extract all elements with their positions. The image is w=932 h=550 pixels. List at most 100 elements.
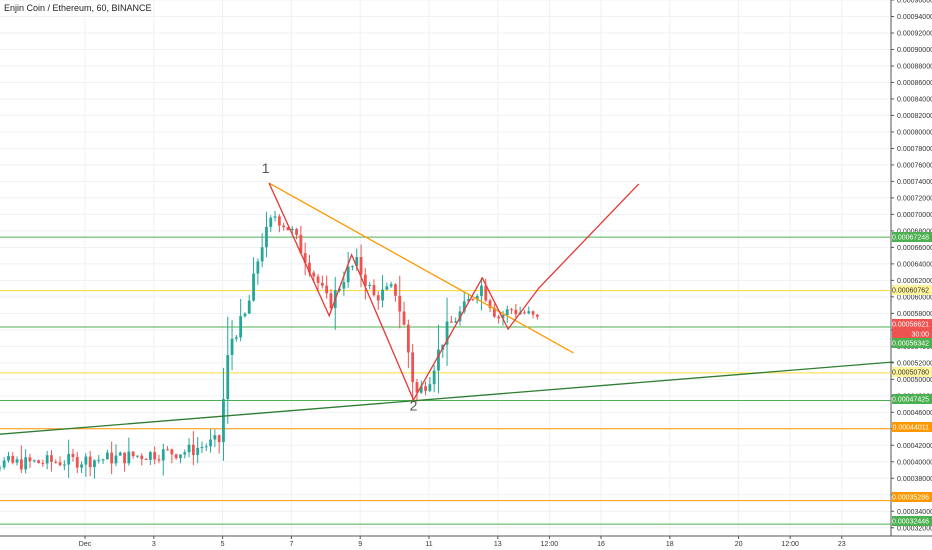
candle-body (170, 449, 174, 455)
price-tick-label: 0.00032000 (897, 525, 932, 532)
candle-body (123, 452, 126, 464)
price-tag-label: 0.00050780 (892, 370, 929, 377)
price-tick-label: 0.00042000 (897, 443, 932, 450)
candle-body (342, 282, 346, 289)
candle-body (299, 234, 303, 254)
candle-body (480, 285, 483, 297)
candle-body (389, 284, 393, 287)
price-tag (892, 367, 932, 377)
candle-body (325, 285, 329, 294)
price-tag (892, 232, 932, 242)
price-tick-label: 0.00092000 (897, 30, 932, 37)
candle-body (394, 284, 397, 296)
candle-body (376, 295, 380, 301)
candle-body (24, 457, 28, 470)
candle-body (467, 299, 470, 302)
candle-body (67, 453, 71, 465)
candle-body (531, 311, 535, 315)
candle-body (368, 285, 372, 287)
candle-body (265, 226, 268, 248)
candle-body (437, 349, 440, 371)
candle-body (471, 299, 475, 301)
candle-body (54, 461, 58, 463)
time-tick-label: 18 (666, 541, 674, 548)
candle-body (166, 449, 169, 451)
candle-body (402, 311, 406, 325)
pattern-drawing[interactable] (268, 182, 640, 402)
price-tick-label: 0.00080000 (897, 129, 932, 136)
time-tick-label: 20 (735, 541, 743, 548)
candle-body (75, 457, 79, 468)
candle-body (97, 459, 101, 461)
price-tag-label: 0.00044011 (893, 425, 930, 432)
candle-body (148, 452, 152, 460)
candle-body (84, 456, 88, 465)
candle-body (449, 321, 453, 323)
price-tag-label: 0.00060762 (892, 288, 929, 295)
price-tick-label: 0.00086000 (897, 80, 932, 87)
candle-body (114, 455, 118, 464)
candle-body (303, 253, 307, 263)
candle-body (183, 452, 187, 455)
candle-body (28, 457, 32, 462)
price-tick-label: 0.00074000 (897, 179, 932, 186)
candle-body (19, 459, 23, 470)
price-tick-label: 0.00062000 (897, 278, 932, 285)
price-tick-label: 0.00084000 (897, 96, 932, 103)
candle-body (131, 451, 135, 457)
price-tick-label: 0.00040000 (897, 459, 932, 466)
candle-body (243, 313, 247, 317)
price-tag-label: 0.00035286 (892, 495, 929, 502)
candle-body (316, 276, 320, 283)
time-tick-label: 12:00 (781, 541, 799, 548)
price-tick-label: 0.00038000 (897, 476, 932, 483)
price-tag-label: 0.00056621 (892, 322, 929, 329)
candle-body (0, 467, 2, 469)
price-tag-label: 0.00056342 (892, 341, 929, 348)
time-tick-label: 7 (289, 541, 293, 548)
chart-title: Enjin Coin / Ethereum, 60, BINANCE (4, 3, 152, 13)
price-tick-label: 0.00034000 (897, 509, 932, 516)
candle-body (179, 454, 182, 459)
candle-body (161, 449, 165, 461)
candle-body (226, 354, 230, 400)
price-tag (892, 285, 932, 295)
candle-body (527, 311, 531, 314)
trend-line[interactable] (268, 182, 574, 354)
trend-line[interactable] (0, 361, 894, 437)
candle-body (7, 455, 10, 461)
candle-body (15, 459, 19, 463)
candle-body (535, 314, 539, 317)
candle-body (37, 460, 40, 464)
candle-body (269, 217, 273, 227)
price-tick-label: 0.00070000 (897, 212, 932, 219)
candle-body (118, 452, 122, 456)
candle-body (462, 301, 466, 312)
candle-body (93, 460, 96, 468)
candle-body (398, 295, 402, 312)
candle-body (217, 435, 221, 443)
candle-body (355, 257, 359, 267)
candle-body (127, 451, 131, 464)
wave-marker-label: 1 (262, 160, 270, 176)
candle-body (492, 307, 496, 317)
wave-marker-label: 2 (410, 398, 418, 414)
candle-body (187, 444, 191, 453)
candle-body (200, 447, 204, 449)
candle-body (136, 455, 139, 457)
candle-body (247, 300, 251, 314)
price-tick-label: 0.00078000 (897, 146, 932, 153)
candle-body (488, 300, 492, 308)
candle-body (213, 435, 217, 440)
price-tick-label: 0.00050000 (897, 377, 932, 384)
candle-body (510, 309, 513, 311)
candle-body (252, 273, 255, 301)
candle-body (432, 370, 436, 385)
candle-body (234, 337, 238, 339)
price-tick-label: 0.00072000 (897, 195, 932, 202)
price-tag (892, 319, 932, 329)
candle-body (41, 463, 45, 465)
candle-body (497, 316, 501, 319)
candle-body (144, 458, 148, 460)
